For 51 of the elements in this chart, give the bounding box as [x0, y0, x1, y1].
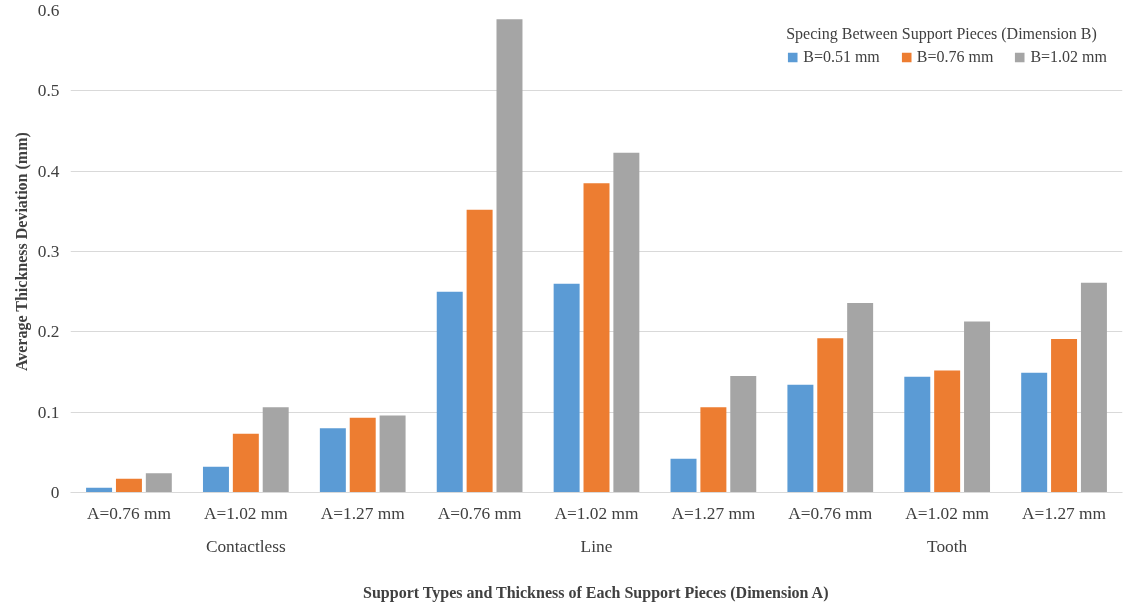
- text: Tooth: [927, 536, 968, 556]
- y-axis-title: Average Thickness Deviation (mm): [12, 132, 31, 372]
- text: Line: [580, 536, 613, 556]
- bar: [847, 302, 874, 493]
- bar: [964, 321, 991, 493]
- y-tick-label: 0.4: [37, 161, 60, 181]
- x-tick-label: A=0.76 mm: [788, 503, 873, 523]
- x-tick-label: A=0.76 mm: [86, 503, 172, 523]
- y-tick-label: 0.6: [37, 1, 60, 20]
- bar: [934, 370, 961, 493]
- y-tick-label: 0.5: [37, 81, 60, 101]
- bar: [232, 433, 259, 493]
- x-tick-label: A=1.02 mm: [554, 503, 639, 523]
- bar: [319, 428, 346, 493]
- bar: [145, 473, 172, 493]
- y-tick-label: 0.2: [37, 322, 60, 342]
- bar: [115, 478, 142, 493]
- text: Contactless: [205, 536, 287, 556]
- bar: [349, 417, 376, 493]
- x-axis-title: Support Types and Thickness of Each Support Pieces (Dimension A): [363, 583, 829, 602]
- bar: [904, 376, 931, 493]
- x-tick-label: A=1.27 mm: [320, 503, 406, 523]
- x-tick-label: A=1.02 mm: [203, 503, 289, 523]
- bar: [262, 407, 289, 493]
- legend-label: B=0.51 mm: [803, 48, 880, 66]
- bar: [1080, 282, 1107, 493]
- y-tick-label: 0.1: [37, 402, 60, 422]
- y-tick-label: 0: [50, 483, 60, 502]
- bar: [583, 183, 610, 493]
- x-tick-label: A=0.76 mm: [437, 503, 523, 523]
- legend-label: B=0.76 mm: [916, 48, 994, 66]
- bar: [466, 209, 493, 493]
- bar: [496, 19, 523, 493]
- x-tick-label: A=1.27 mm: [671, 503, 756, 523]
- bar: [1021, 372, 1048, 493]
- bar: [613, 152, 640, 493]
- legend-title: Specing Between Support Pieces (Dimension B): [786, 25, 1098, 43]
- x-tick-label: A=1.02 mm: [905, 503, 990, 523]
- bar: [202, 466, 229, 493]
- bar: [817, 338, 844, 493]
- bar: [1051, 339, 1078, 493]
- bar: [553, 283, 580, 493]
- bar: [730, 376, 757, 493]
- bar: [436, 291, 463, 493]
- bar: [670, 458, 697, 493]
- legend-label: B=1.02 mm: [1030, 48, 1107, 66]
- bar: [379, 415, 406, 493]
- x-tick-label: A=1.27 mm: [1022, 503, 1107, 523]
- bar: [700, 407, 727, 493]
- y-tick-label: 0.3: [37, 242, 60, 261]
- bar: [787, 384, 814, 493]
